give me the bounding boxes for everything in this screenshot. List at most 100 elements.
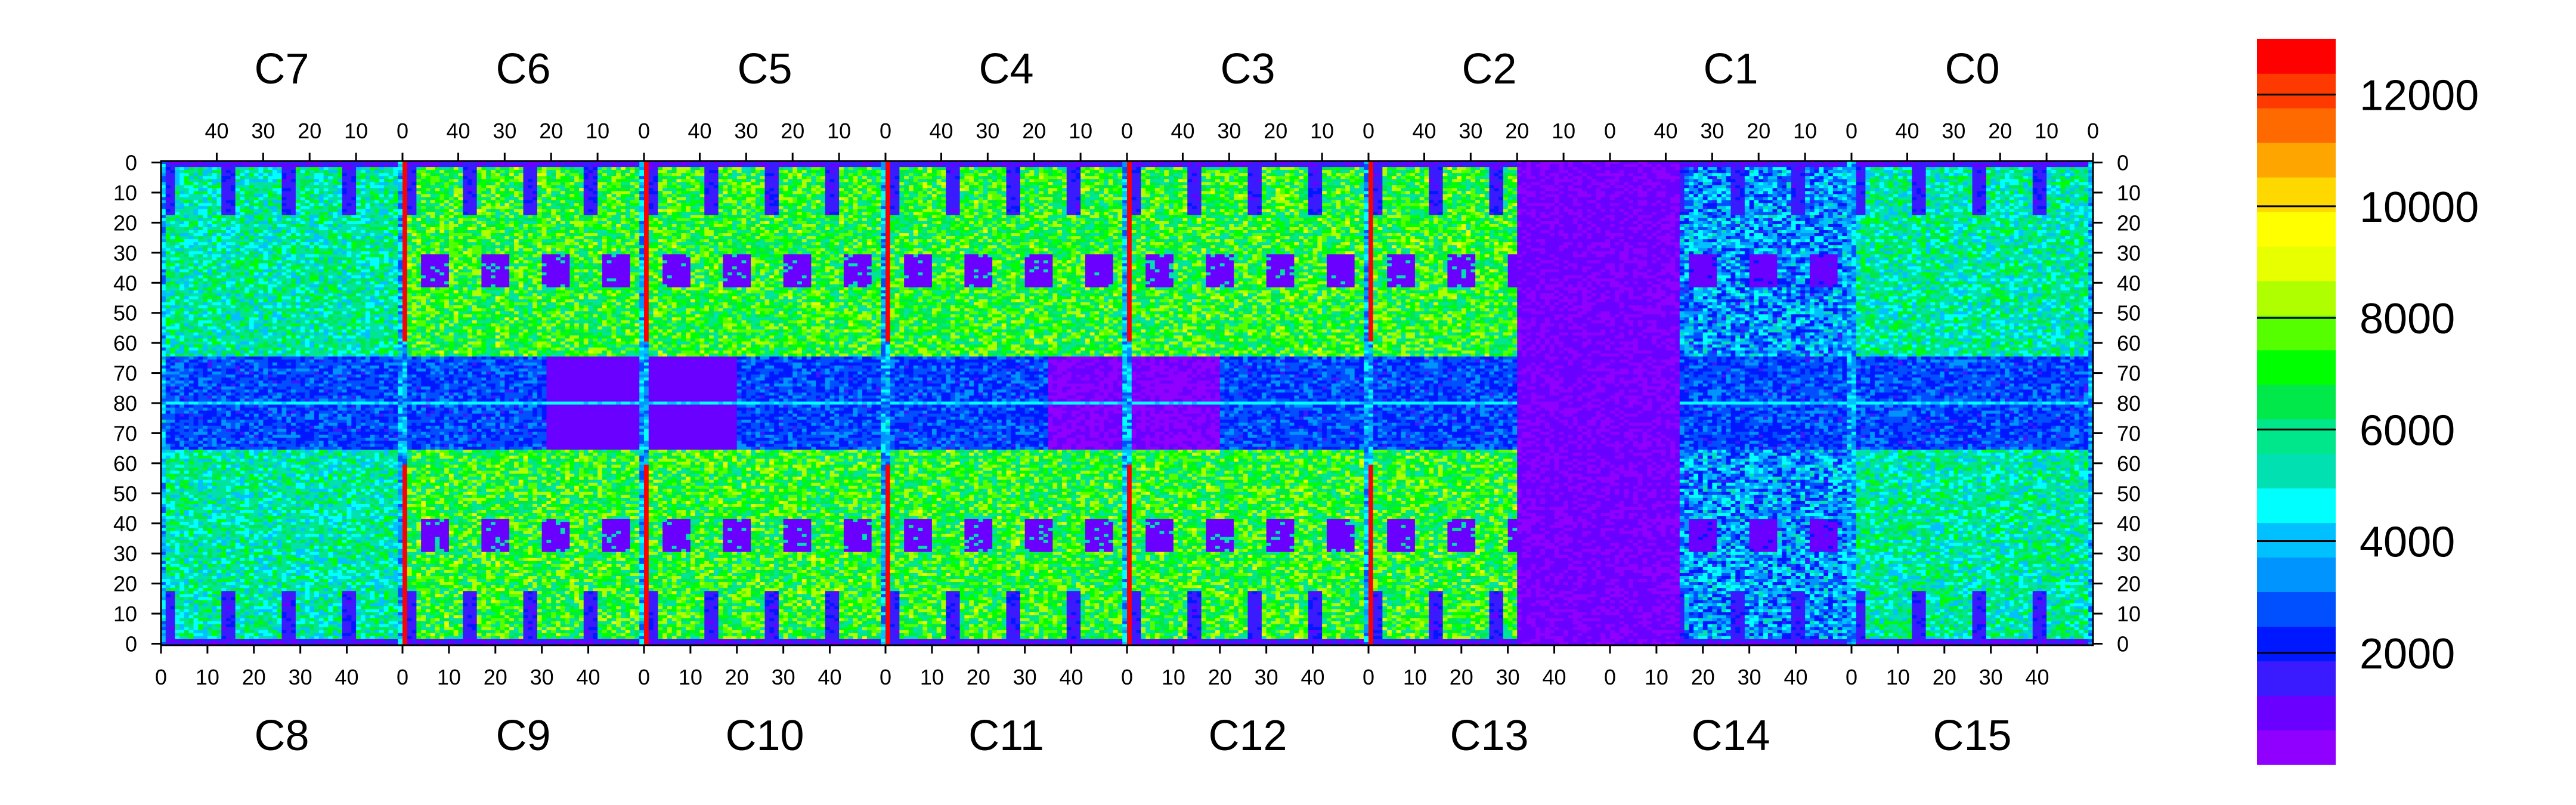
top-chip-label: C1 — [1703, 45, 1758, 93]
bottom-tick-label: 30 — [772, 665, 795, 689]
bottom-tick-label: 10 — [1886, 665, 1910, 689]
top-tick-label: 10 — [586, 119, 609, 143]
left-row-tick-label: 0 — [125, 151, 137, 175]
bottom-tick-label: 20 — [1933, 665, 1956, 689]
top-chip-labels: C7 C6 C5 C4 C3 C2 C1 C0 — [254, 45, 1999, 93]
bottom-tick-label: 0 — [638, 665, 650, 689]
top-chip-label: C0 — [1945, 45, 1999, 93]
left-row-tick-label: 20 — [113, 210, 137, 235]
bottom-chip-label: C10 — [725, 712, 804, 760]
bottom-tick-label: 0 — [1604, 665, 1616, 689]
colorbar-segment — [2257, 661, 2336, 696]
top-tick-label: 10 — [1793, 119, 1817, 143]
bottom-tick-label: 40 — [1301, 665, 1325, 689]
left-row-tick-label: 40 — [113, 512, 137, 536]
colorbar-segment — [2257, 281, 2336, 316]
top-tick-label: 20 — [781, 119, 804, 143]
bottom-tick-label: 0 — [880, 665, 891, 689]
bottom-tick-label: 40 — [1543, 665, 1566, 689]
top-tick-label: 40 — [1171, 119, 1194, 143]
bottom-tick-label: 40 — [1784, 665, 1808, 689]
colorbar-segment — [2257, 246, 2336, 281]
top-tick-label: 0 — [1846, 119, 1857, 143]
right-row-tick-label: 20 — [2117, 572, 2141, 596]
right-row-tick-label: 70 — [2117, 361, 2141, 386]
left-row-tick-label: 50 — [113, 481, 137, 506]
right-row-tick-label: 10 — [2117, 181, 2141, 205]
bottom-tick-label: 20 — [242, 665, 266, 689]
bottom-tick-label: 10 — [1403, 665, 1427, 689]
colorbar-segment — [2257, 385, 2336, 420]
top-tick-label: 0 — [880, 119, 891, 143]
bottom-tick-label: 20 — [1691, 665, 1715, 689]
bottom-chip-label: C14 — [1691, 712, 1770, 760]
bottom-tick-label: 40 — [335, 665, 359, 689]
top-tick-label: 10 — [1552, 119, 1575, 143]
top-tick-label: 30 — [734, 119, 758, 143]
bottom-chip-label: C13 — [1450, 712, 1528, 760]
top-column-ticks: 40 30 20 10 0 40 30 20 10 0 40 30 20 10 0 40 30 20 10 0 40 30… — [205, 119, 2099, 161]
colorbar-segment — [2257, 626, 2336, 661]
right-row-tick-label: 0 — [2117, 631, 2129, 656]
top-tick-label: 0 — [638, 119, 650, 143]
top-tick-label: 30 — [1942, 119, 1965, 143]
colorbar-segment — [2257, 143, 2336, 178]
top-tick-label: 40 — [205, 119, 228, 143]
bottom-tick-label: 40 — [2026, 665, 2049, 689]
left-row-tick-label: 40 — [113, 271, 137, 295]
bottom-tick-label: 0 — [1363, 665, 1374, 689]
bottom-chip-label: C15 — [1933, 712, 2011, 760]
colorbar-tick-label: 4000 — [2360, 519, 2455, 566]
colorbar-tick-label: 8000 — [2360, 295, 2455, 343]
colorbar-segment — [2257, 522, 2336, 558]
top-tick-label: 40 — [1895, 119, 1919, 143]
right-row-tick-label: 80 — [2117, 391, 2141, 416]
right-row-tick-label: 50 — [2117, 301, 2141, 326]
bottom-tick-label: 10 — [1162, 665, 1185, 689]
right-row-tick-label: 20 — [2117, 210, 2141, 235]
bottom-tick-label: 20 — [1450, 665, 1473, 689]
top-tick-label: 10 — [2035, 119, 2058, 143]
colorbar-segment — [2257, 315, 2336, 351]
bottom-tick-label: 30 — [1255, 665, 1278, 689]
top-tick-label: 30 — [976, 119, 999, 143]
bottom-chip-label: C9 — [496, 712, 550, 760]
top-tick-label: 40 — [688, 119, 711, 143]
right-row-tick-label: 50 — [2117, 481, 2141, 506]
top-tick-label: 40 — [929, 119, 953, 143]
colorbar-segment — [2257, 557, 2336, 592]
bottom-tick-label: 10 — [679, 665, 702, 689]
bottom-tick-label: 20 — [1208, 665, 1232, 689]
bottom-chip-label: C12 — [1208, 712, 1287, 760]
right-row-tick-label: 30 — [2117, 541, 2141, 566]
left-row-tick-label: 30 — [113, 541, 137, 566]
colorbar-tick-label: 12000 — [2360, 72, 2479, 120]
top-tick-label: 20 — [1264, 119, 1287, 143]
top-tick-label: 0 — [1604, 119, 1616, 143]
colorbar-segment — [2257, 695, 2336, 730]
top-tick-label: 0 — [1121, 119, 1133, 143]
bottom-chip-labels: C8 C9 C10 C11 C12 C13 C14 C15 — [254, 712, 2011, 760]
top-tick-label: 10 — [344, 119, 368, 143]
left-row-tick-label: 10 — [113, 602, 137, 626]
bottom-chip-label: C11 — [968, 712, 1044, 760]
bottom-tick-label: 20 — [484, 665, 507, 689]
colorbar-tick-label: 2000 — [2360, 630, 2455, 678]
top-tick-label: 30 — [251, 119, 275, 143]
left-row-tick-label: 20 — [113, 572, 137, 596]
bottom-tick-label: 10 — [1645, 665, 1668, 689]
left-row-tick-label: 60 — [113, 331, 137, 355]
bottom-tick-label: 30 — [289, 665, 312, 689]
bottom-chip-label: C8 — [254, 712, 309, 760]
right-row-tick-label: 40 — [2117, 271, 2141, 295]
colorbar-segment — [2257, 592, 2336, 627]
top-tick-label: 20 — [539, 119, 563, 143]
left-row-tick-label: 60 — [113, 451, 137, 476]
bottom-tick-label: 40 — [1060, 665, 1083, 689]
left-row-tick-label: 0 — [125, 631, 137, 656]
top-tick-label: 30 — [1459, 119, 1482, 143]
top-tick-label: 20 — [1505, 119, 1529, 143]
right-row-tick-label: 10 — [2117, 602, 2141, 626]
